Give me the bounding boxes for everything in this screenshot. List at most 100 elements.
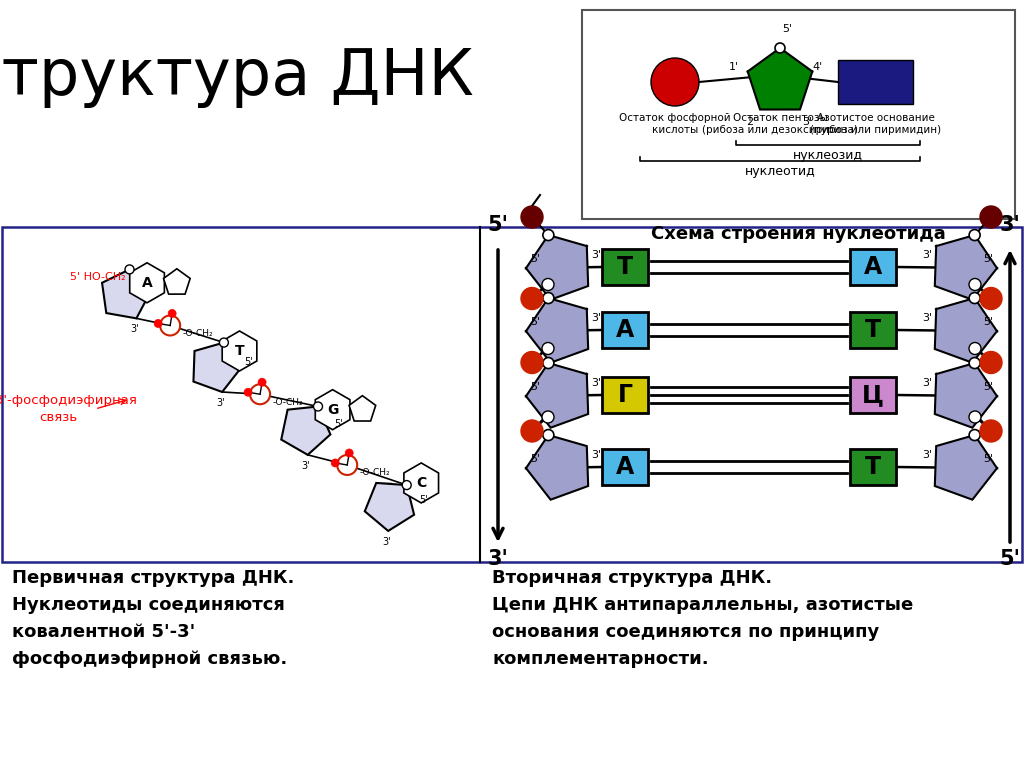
Circle shape — [160, 315, 180, 335]
Polygon shape — [935, 363, 997, 428]
Text: А: А — [615, 455, 634, 479]
Bar — [850, 249, 896, 285]
Text: 5' HO-CH₂: 5' HO-CH₂ — [70, 272, 126, 282]
Circle shape — [651, 58, 699, 106]
Text: 3': 3' — [999, 215, 1021, 235]
Text: 3': 3' — [591, 378, 601, 388]
Text: 3': 3' — [591, 450, 601, 460]
Polygon shape — [748, 48, 812, 110]
Text: Азотистое основание
(пурин или пиримидин): Азотистое основание (пурин или пиримидин… — [810, 113, 941, 136]
Text: 3': 3' — [922, 313, 932, 323]
Bar — [602, 312, 648, 348]
Text: 5': 5' — [530, 318, 540, 328]
Text: Т: Т — [616, 255, 633, 279]
Text: -O-CH₂: -O-CH₂ — [182, 329, 213, 338]
Text: 5': 5' — [530, 254, 540, 264]
Text: А: А — [864, 255, 882, 279]
Circle shape — [969, 357, 980, 369]
Polygon shape — [282, 407, 331, 455]
Circle shape — [250, 384, 270, 404]
Circle shape — [402, 481, 412, 489]
Circle shape — [980, 206, 1002, 228]
Bar — [850, 312, 896, 348]
Text: 5'-3'-фосфодиэфирная
связь: 5'-3'-фосфодиэфирная связь — [0, 394, 137, 424]
Text: 3': 3' — [803, 117, 813, 127]
Text: 3': 3' — [922, 450, 932, 460]
Circle shape — [337, 455, 357, 475]
Polygon shape — [935, 235, 997, 300]
Bar — [582, 10, 1015, 219]
Polygon shape — [365, 483, 414, 531]
Circle shape — [521, 420, 543, 442]
Polygon shape — [315, 390, 350, 430]
Text: 3': 3' — [130, 324, 138, 334]
Text: 3': 3' — [216, 398, 224, 408]
Text: 5': 5' — [334, 419, 343, 429]
Polygon shape — [222, 331, 257, 371]
Circle shape — [775, 43, 785, 53]
Circle shape — [969, 229, 980, 241]
Text: 5': 5' — [419, 495, 428, 505]
Text: нуклеотид: нуклеотид — [744, 165, 815, 178]
Text: A: A — [141, 276, 153, 290]
Circle shape — [521, 288, 543, 310]
Text: Остаток фосфорной
кислоты: Остаток фосфорной кислоты — [620, 113, 731, 136]
Circle shape — [542, 278, 554, 291]
Polygon shape — [102, 269, 151, 318]
Circle shape — [155, 320, 162, 328]
Circle shape — [969, 411, 981, 423]
Text: 5': 5' — [999, 549, 1021, 569]
Polygon shape — [349, 396, 376, 421]
Text: 2': 2' — [746, 117, 757, 127]
Text: Структура ДНК: Структура ДНК — [0, 46, 473, 108]
Circle shape — [969, 292, 980, 304]
Circle shape — [543, 229, 554, 241]
Circle shape — [980, 351, 1002, 374]
Text: -O-CH₂: -O-CH₂ — [272, 398, 303, 407]
Text: Схема строения нуклеотида: Схема строения нуклеотида — [651, 225, 946, 243]
Circle shape — [980, 420, 1002, 442]
Text: 3': 3' — [591, 313, 601, 323]
Bar — [838, 60, 913, 104]
Circle shape — [313, 402, 323, 411]
Bar — [602, 377, 648, 413]
Polygon shape — [526, 363, 588, 428]
Text: Остаток пентозы
(рибоза или дезоксирибоза): Остаток пентозы (рибоза или дезоксирибоз… — [702, 113, 858, 136]
Text: 5': 5' — [530, 454, 540, 464]
Circle shape — [543, 292, 554, 304]
Text: 5': 5' — [983, 254, 993, 264]
Text: Т: Т — [865, 455, 881, 479]
Text: 5': 5' — [244, 357, 253, 367]
Text: 5': 5' — [983, 382, 993, 392]
Bar — [602, 449, 648, 485]
Text: 3': 3' — [922, 378, 932, 388]
Bar — [850, 449, 896, 485]
Circle shape — [543, 357, 554, 369]
Text: Первичная структура ДНК.
Нуклеотиды соединяются
ковалентной 5'-3'
фосфодиэфирной: Первичная структура ДНК. Нуклеотиды соед… — [12, 569, 294, 668]
Circle shape — [219, 338, 228, 347]
Circle shape — [980, 288, 1002, 310]
Circle shape — [543, 430, 554, 440]
Bar — [2, 227, 1022, 562]
Text: 3': 3' — [382, 537, 390, 547]
Circle shape — [542, 343, 554, 354]
Text: 1': 1' — [729, 62, 739, 72]
Text: 5': 5' — [530, 382, 540, 392]
Circle shape — [244, 388, 252, 397]
Polygon shape — [526, 435, 588, 499]
Text: Ц: Ц — [862, 383, 884, 407]
Circle shape — [969, 343, 981, 354]
Text: 5': 5' — [983, 454, 993, 464]
Circle shape — [542, 411, 554, 423]
Circle shape — [125, 265, 134, 274]
Circle shape — [168, 309, 176, 318]
Text: 3': 3' — [922, 250, 932, 260]
Text: 5': 5' — [782, 24, 792, 34]
Polygon shape — [403, 463, 438, 503]
Text: Т: Т — [865, 318, 881, 342]
Text: Вторичная структура ДНК.
Цепи ДНК антипараллельны, азотистые
основания соединяют: Вторичная структура ДНК. Цепи ДНК антипа… — [492, 569, 913, 668]
Circle shape — [521, 206, 543, 228]
Polygon shape — [164, 268, 190, 294]
Polygon shape — [935, 298, 997, 363]
Polygon shape — [130, 263, 165, 303]
